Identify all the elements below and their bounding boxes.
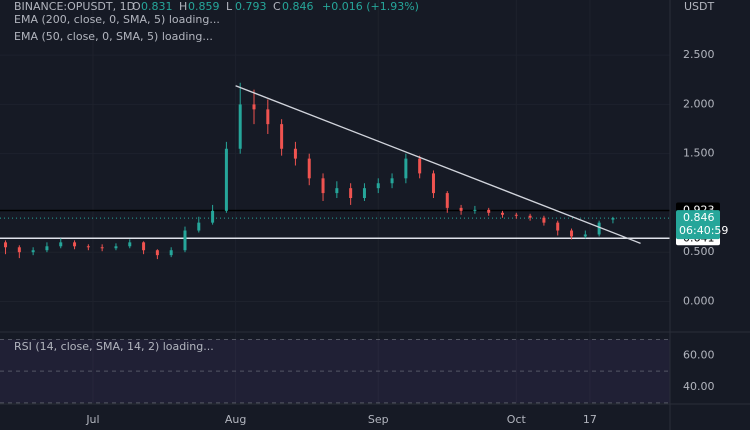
ohlc-value: 0.846	[282, 0, 314, 13]
y-tick-label: 2.500	[683, 48, 715, 61]
indicator: EMA (50, close, 0, SMA, 5) loading...	[14, 30, 213, 43]
candle-body	[473, 209, 477, 211]
candle-body	[155, 250, 159, 256]
ohlc-key: L	[226, 0, 233, 13]
rsi-label: RSI (14, close, SMA, 14, 2) loading...	[14, 340, 214, 353]
candle-body	[611, 218, 615, 220]
candle-body	[142, 242, 146, 251]
candle-body	[404, 158, 408, 179]
rsi-tick-label: 40.00	[683, 380, 715, 393]
candle-body	[59, 242, 63, 247]
candle-body	[280, 124, 284, 149]
indicator: EMA (200, close, 0, SMA, 5) loading...	[14, 13, 220, 26]
candle-body	[349, 188, 353, 199]
candle-body	[376, 183, 380, 189]
candle-body	[169, 250, 173, 256]
candle-body	[556, 222, 560, 231]
ohlc-key: C	[273, 0, 281, 13]
candle-body	[293, 148, 297, 159]
x-tick-label: 17	[583, 413, 597, 426]
candle-body	[459, 207, 463, 211]
x-tick-label: Sep	[368, 413, 389, 426]
candle-body	[73, 242, 77, 247]
candle-body	[114, 246, 118, 249]
candle-body	[252, 104, 256, 110]
candle-body	[45, 246, 49, 251]
symbol: BINANCE:OPUSDT, 1D	[14, 0, 135, 13]
candle-body	[487, 209, 491, 213]
y-tick-label: 1.500	[683, 147, 715, 160]
change: +0.016 (+1.93%)	[322, 0, 419, 13]
ohlc-value: 0.831	[141, 0, 173, 13]
last-price-box	[676, 210, 720, 240]
ohlc-key: H	[179, 0, 187, 13]
ohlc-key: O	[132, 0, 141, 13]
candle-body	[307, 158, 311, 179]
candle-body	[542, 217, 546, 223]
currency: USDT	[684, 0, 715, 13]
candle-body	[17, 247, 21, 253]
candle-body	[335, 188, 339, 194]
candle-body	[597, 222, 601, 235]
candle-body	[211, 210, 215, 223]
ohlc-value: 0.793	[235, 0, 267, 13]
rsi-tick-label: 60.00	[683, 348, 715, 361]
candle-body	[86, 246, 90, 248]
candle-body	[445, 193, 449, 208]
candle-body	[583, 234, 587, 237]
candle-body	[100, 247, 104, 249]
candle-body	[390, 178, 394, 184]
trend-line	[235, 85, 641, 244]
candle-body	[224, 148, 228, 211]
candle-body	[501, 212, 504, 215]
x-tick-label: Oct	[507, 413, 527, 426]
rsi-band	[0, 339, 670, 403]
y-tick-label: 0.500	[683, 245, 715, 258]
candle-body	[197, 222, 201, 231]
y-tick-label: 2.000	[683, 97, 715, 110]
candle-body	[570, 230, 574, 237]
candle-body	[266, 109, 270, 125]
candle-body	[431, 173, 435, 194]
candle-body	[4, 242, 8, 248]
ohlc-value: 0.859	[188, 0, 220, 13]
candle-body	[528, 215, 532, 218]
last-price-label: 0.846	[683, 211, 715, 224]
candle-body	[238, 104, 242, 149]
y-tick-label: 0.000	[683, 294, 715, 307]
x-tick-label: Aug	[225, 413, 246, 426]
candle-body	[321, 178, 325, 194]
candle-body	[128, 242, 132, 247]
x-tick-label: Jul	[85, 413, 99, 426]
candle-body	[362, 188, 366, 199]
candle-body	[514, 214, 518, 216]
candle-body	[183, 230, 187, 251]
candle-body	[418, 158, 422, 174]
countdown: 06:40:59	[679, 224, 728, 237]
candle-body	[31, 250, 35, 253]
